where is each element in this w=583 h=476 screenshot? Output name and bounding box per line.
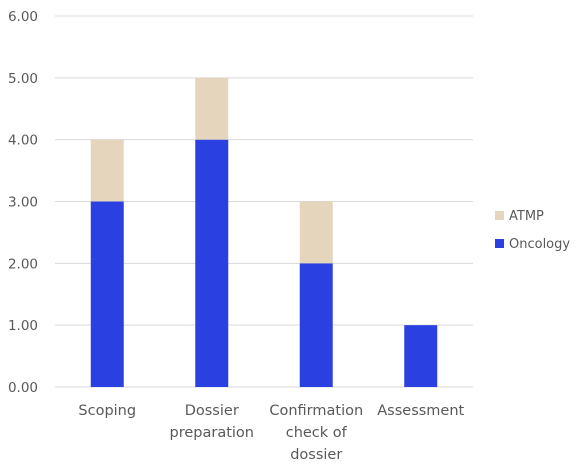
y-tick-label: 1.00 [8,318,38,334]
x-tick-label: Dossier [185,403,239,419]
legend-label-oncology: Oncology [509,237,570,252]
x-tick-label: Assessment [377,403,464,419]
x-axis-labels: Scoping Dossier preparation Confirmation che… [78,403,464,463]
x-tick-label: Confirmation [269,403,363,419]
bar-oncology-2 [299,263,333,387]
y-tick-label: 5.00 [8,71,38,87]
bar-atmp-2 [299,201,333,264]
x-tick-label: Scoping [78,403,136,419]
x-tick-label: dossier [290,447,342,463]
bar-oncology-0 [90,201,124,387]
y-tick-label: 6.00 [8,9,38,25]
bar-atmp-1 [195,77,229,140]
x-tick-label: check of [286,425,348,441]
bars [90,77,438,387]
bar-oncology-1 [195,139,229,387]
bar-atmp-0 [90,139,124,202]
gridlines [55,15,473,388]
legend: ATMP Oncology [495,209,570,252]
y-tick-label: 0.00 [8,380,38,396]
y-axis-ticks: 0.00 1.00 2.00 3.00 4.00 5.00 6.00 [8,9,38,396]
y-tick-label: 4.00 [8,133,38,149]
bar-oncology-3 [404,325,438,387]
y-tick-label: 3.00 [8,195,38,211]
y-tick-label: 2.00 [8,256,38,272]
x-tick-label: preparation [170,425,254,441]
legend-swatch-atmp [495,211,504,220]
legend-swatch-oncology [495,239,504,248]
legend-label-atmp: ATMP [509,209,544,224]
